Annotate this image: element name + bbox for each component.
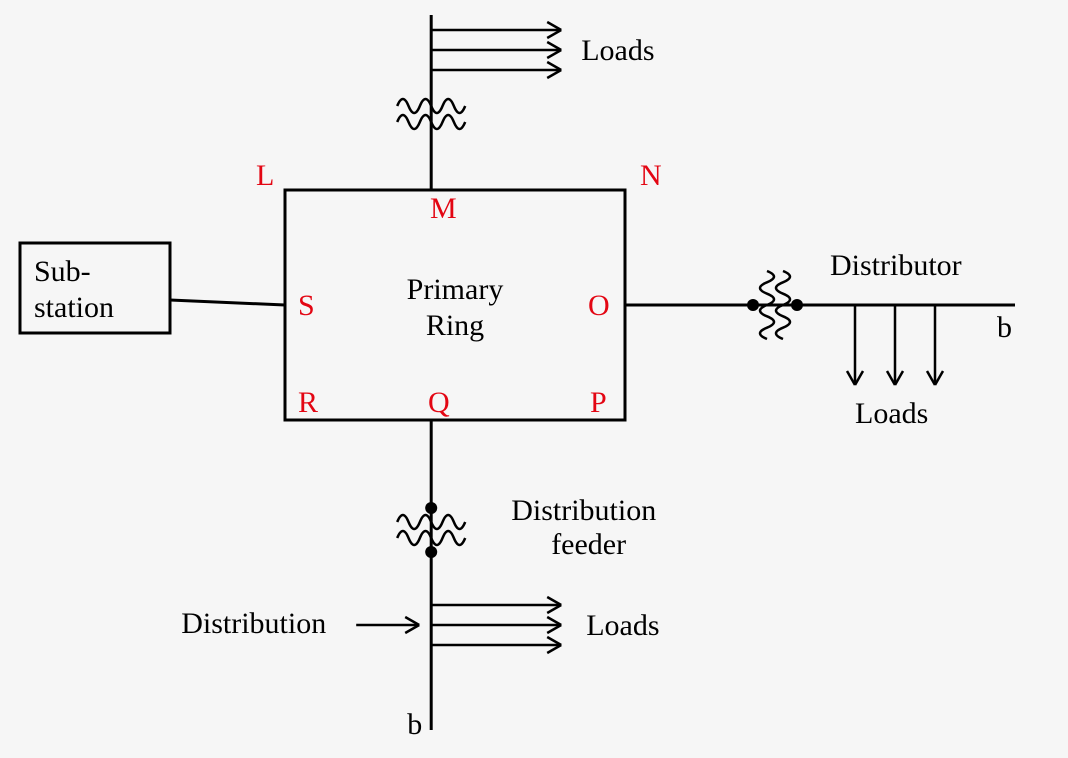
svg-text:Sub-: Sub- [34, 255, 91, 288]
node-label-n: N [640, 159, 662, 192]
svg-text:station: station [34, 291, 114, 324]
node-label-s: S [298, 289, 315, 322]
node-label-m: M [430, 192, 457, 225]
svg-text:feeder: feeder [551, 528, 626, 561]
svg-text:Ring: Ring [426, 309, 484, 342]
ring-label: Primary [407, 273, 504, 306]
node-label-l: L [256, 159, 274, 192]
loads-right-label: Loads [855, 397, 928, 430]
distribution-label: Distribution [181, 607, 326, 640]
node-label-o: O [588, 289, 610, 322]
b-right-label: b [997, 311, 1012, 344]
node-label-q: Q [428, 386, 450, 419]
distribution-feeder-label: Distribution [511, 494, 656, 527]
node-label-r: R [298, 386, 318, 419]
loads-bottom-label: Loads [586, 609, 659, 642]
loads-top-label: Loads [581, 34, 654, 67]
b-bottom-label: b [407, 708, 422, 741]
distributor-label: Distributor [830, 249, 962, 282]
node-label-p: P [590, 386, 607, 419]
